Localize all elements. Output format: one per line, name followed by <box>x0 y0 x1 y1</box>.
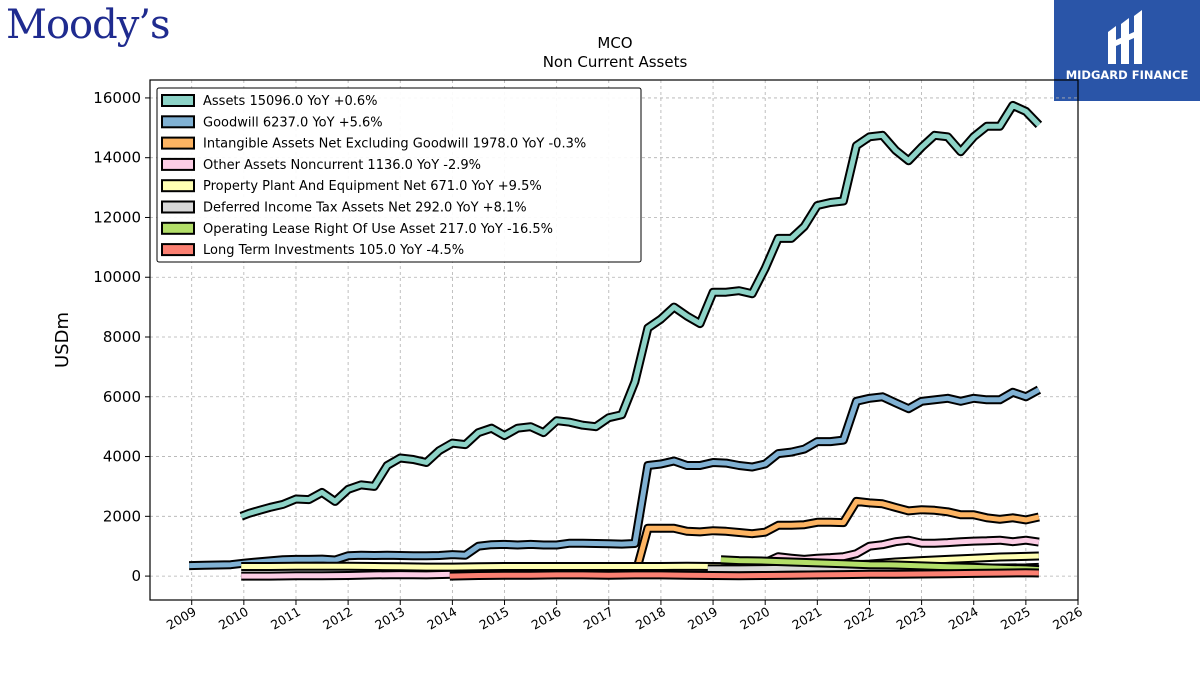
x-tick-label: 2022 <box>841 604 876 633</box>
x-tick-label: 2024 <box>946 604 981 633</box>
series-layer <box>189 100 1043 581</box>
legend-swatch <box>161 157 195 171</box>
series-8 <box>449 568 1039 581</box>
x-tick-label: 2012 <box>320 604 355 633</box>
y-tick-label: 10000 <box>93 268 141 286</box>
y-tick-label: 0 <box>131 567 141 585</box>
x-tick-label: 2013 <box>372 604 407 633</box>
x-tick-label: 2026 <box>1050 604 1085 633</box>
y-tick-label: 6000 <box>103 388 141 406</box>
y-axis-label: USDm <box>52 312 73 368</box>
y-tick-label: 8000 <box>103 328 141 346</box>
legend-swatch <box>161 200 195 214</box>
legend-label: Goodwill 6237.0 YoY +5.6% <box>203 115 383 130</box>
x-tick-label: 2015 <box>477 604 512 633</box>
series-line <box>449 570 1039 579</box>
legend-label: Property Plant And Equipment Net 671.0 Y… <box>203 179 542 194</box>
legend-swatch <box>161 136 195 150</box>
midgard-finance-logo: MIDGARD FINANCE <box>1054 0 1200 101</box>
x-tick-label: 2016 <box>529 604 564 633</box>
x-tick-label: 2023 <box>894 604 929 633</box>
legend: Assets 15096.0 YoY +0.6% Goodwill 6237.0 … <box>156 87 642 263</box>
x-tick-label: 2017 <box>581 604 616 633</box>
x-tick-label: 2025 <box>998 604 1033 633</box>
y-tick-label: 12000 <box>93 208 141 226</box>
legend-label: Other Assets Noncurrent 1136.0 YoY -2.9% <box>203 158 481 173</box>
legend-swatch <box>161 243 195 257</box>
series-5 <box>241 551 1040 572</box>
legend-box <box>156 87 642 263</box>
series-7 <box>720 555 1040 575</box>
y-tick-label: 16000 <box>93 89 141 107</box>
moodys-logo: Moody’s <box>6 2 171 48</box>
legend-swatch <box>161 94 195 107</box>
legend-swatch <box>161 179 195 193</box>
legend-label: Long Term Investments 105.0 YoY -4.5% <box>203 243 464 258</box>
legend-label: Operating Lease Right Of Use Asset 217.0… <box>203 222 553 237</box>
chart-subtitle: Non Current Assets <box>543 53 688 71</box>
series-line <box>189 387 1041 569</box>
series-2 <box>189 385 1042 571</box>
x-tick-label: 2021 <box>789 604 824 633</box>
legend-swatch <box>161 115 195 129</box>
series-1 <box>239 100 1043 521</box>
series-3 <box>630 496 1040 578</box>
midgard-mark-icon <box>1108 10 1142 64</box>
x-tick-label: 2009 <box>164 604 199 633</box>
x-tick-label: 2020 <box>737 604 772 633</box>
x-tick-label: 2018 <box>633 604 668 633</box>
y-tick-label: 4000 <box>103 448 141 466</box>
series-line <box>240 102 1041 519</box>
series-line <box>241 553 1039 570</box>
legend-label: Assets 15096.0 YoY +0.6% <box>203 94 378 109</box>
x-tick-label: 2019 <box>685 604 720 633</box>
plot-frame <box>149 79 1079 601</box>
y-tick-label: 14000 <box>93 149 141 167</box>
y-tick-label: 2000 <box>103 507 141 525</box>
chart-title: MCO <box>597 34 632 52</box>
x-tick-label: 2011 <box>268 604 303 633</box>
legend-swatch <box>161 221 195 235</box>
legend-label: Intangible Assets Net Excluding Goodwill… <box>203 137 586 152</box>
x-tick-label: 2010 <box>216 604 251 633</box>
series-line <box>720 557 1040 573</box>
midgard-finance-text: MIDGARD FINANCE <box>1065 68 1189 82</box>
legend-label: Deferred Income Tax Assets Net 292.0 YoY… <box>203 201 527 216</box>
x-tick-label: 2014 <box>424 604 459 633</box>
series-line <box>632 498 1040 577</box>
